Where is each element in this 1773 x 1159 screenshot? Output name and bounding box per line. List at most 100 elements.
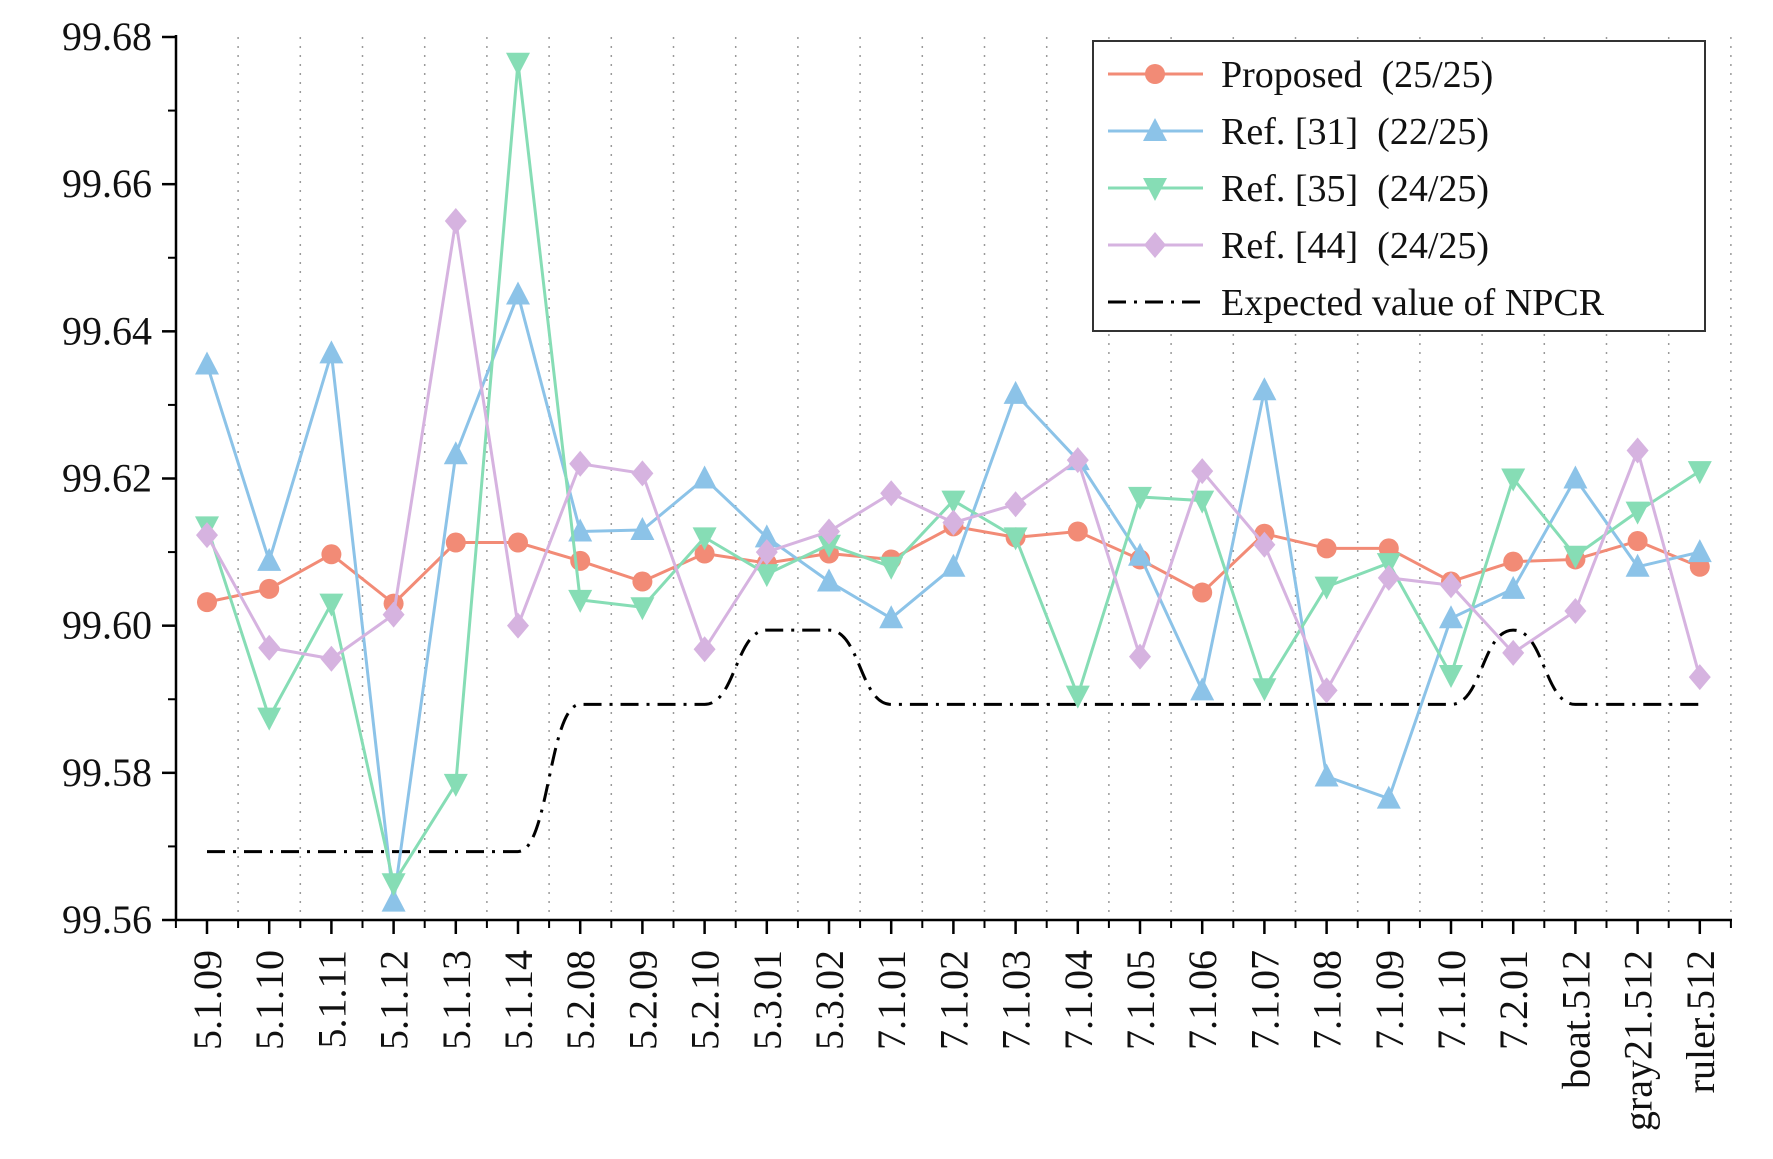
data-point <box>879 605 904 629</box>
x-tick-label: 5.1.09 <box>185 950 230 1050</box>
y-tick-label: 99.62 <box>62 456 152 501</box>
data-point <box>1192 582 1213 603</box>
data-point <box>1625 501 1650 525</box>
legend-label: Ref. [35] (24/25) <box>1221 168 1489 210</box>
series-4 <box>207 628 1700 854</box>
data-point <box>197 592 217 613</box>
data-point <box>754 524 779 548</box>
data-point <box>1563 465 1588 489</box>
data-point <box>1066 447 1089 474</box>
data-point <box>692 527 717 551</box>
data-point <box>1003 380 1028 404</box>
data-point <box>1439 605 1463 629</box>
data-point <box>941 553 966 577</box>
data-point <box>1190 677 1215 701</box>
data-point <box>568 589 593 613</box>
legend-label: Proposed (25/25) <box>1221 54 1493 96</box>
data-point <box>1687 539 1712 563</box>
series-1 <box>195 281 1712 912</box>
x-tick-label: 7.2.01 <box>1491 950 1536 1050</box>
legend-item: Ref. [35] (24/25) <box>1108 168 1489 210</box>
data-point <box>693 636 716 663</box>
legend-box <box>1092 40 1706 332</box>
data-point <box>1564 597 1587 624</box>
data-point <box>320 645 343 672</box>
data-point <box>259 578 280 599</box>
x-tick-label: 5.1.10 <box>247 950 292 1050</box>
x-tick-label: 5.3.02 <box>807 950 852 1050</box>
data-point <box>569 450 592 477</box>
data-point <box>1252 377 1277 401</box>
data-point <box>1440 572 1462 599</box>
data-point <box>1003 527 1028 551</box>
legend-item: Proposed (25/25) <box>1108 54 1493 96</box>
data-point <box>1143 118 1167 141</box>
data-point <box>1688 664 1711 691</box>
x-tick-label: 7.1.01 <box>869 950 914 1050</box>
legend-item: Ref. [44] (24/25) <box>1108 225 1489 267</box>
data-point <box>257 707 282 731</box>
x-tick-label: 5.2.09 <box>620 950 665 1050</box>
data-point <box>444 207 467 234</box>
data-point <box>321 544 342 565</box>
x-tick-label: 7.1.05 <box>1118 950 1163 1050</box>
data-point <box>1315 677 1338 704</box>
data-point <box>508 532 528 553</box>
data-point <box>1191 458 1214 485</box>
data-point <box>632 571 653 592</box>
series-line <box>207 628 1700 854</box>
x-tick-label: boat.512 <box>1553 950 1598 1089</box>
data-point <box>257 547 282 571</box>
data-point <box>631 460 654 487</box>
data-point <box>1687 461 1712 485</box>
data-point <box>1252 678 1277 702</box>
x-tick-label: 7.1.07 <box>1242 950 1287 1050</box>
x-tick-label: 5.2.10 <box>683 950 728 1050</box>
data-point <box>319 593 344 617</box>
data-point <box>319 340 344 364</box>
x-tick-label: 7.1.08 <box>1305 950 1350 1050</box>
data-point <box>630 517 655 541</box>
data-point <box>1145 64 1165 84</box>
legend-label: Ref. [31] (22/25) <box>1221 111 1489 153</box>
data-point <box>1627 531 1648 552</box>
data-point <box>1065 685 1090 709</box>
data-point <box>817 568 841 592</box>
x-tick-label: 5.2.08 <box>558 950 603 1050</box>
y-tick-label: 99.64 <box>62 308 152 353</box>
x-tick-label: 5.1.14 <box>496 950 541 1050</box>
data-point <box>1144 232 1166 258</box>
data-point <box>630 597 655 621</box>
data-point <box>1376 553 1401 577</box>
x-tick-label: 7.1.03 <box>994 950 1039 1050</box>
data-point <box>445 532 466 553</box>
data-point <box>880 480 903 507</box>
y-tick-label: 99.68 <box>62 14 152 59</box>
data-point <box>506 52 530 76</box>
data-point <box>1314 576 1339 600</box>
data-point <box>443 773 468 797</box>
data-point <box>755 539 778 566</box>
data-point <box>879 556 904 580</box>
data-point <box>1316 538 1337 559</box>
data-point <box>818 518 840 545</box>
data-point <box>381 888 406 912</box>
data-point <box>1190 490 1215 514</box>
data-point <box>1626 437 1649 464</box>
x-tick-label: 5.1.12 <box>372 950 417 1050</box>
y-tick-label: 99.58 <box>62 750 152 795</box>
data-point <box>570 550 591 571</box>
x-tick-label: 5.1.11 <box>309 950 354 1049</box>
data-point <box>443 441 468 465</box>
x-tick-label: 7.1.09 <box>1367 950 1412 1050</box>
data-point <box>506 281 530 305</box>
data-point <box>694 543 715 564</box>
x-tick-label: 7.1.10 <box>1429 950 1474 1050</box>
x-tick-label: ruler.512 <box>1678 950 1723 1093</box>
data-point <box>817 534 841 558</box>
series-3 <box>196 207 1711 704</box>
data-point <box>1004 491 1027 518</box>
series-group <box>195 52 1712 912</box>
legend-item: Expected value of NPCR <box>1108 282 1605 324</box>
